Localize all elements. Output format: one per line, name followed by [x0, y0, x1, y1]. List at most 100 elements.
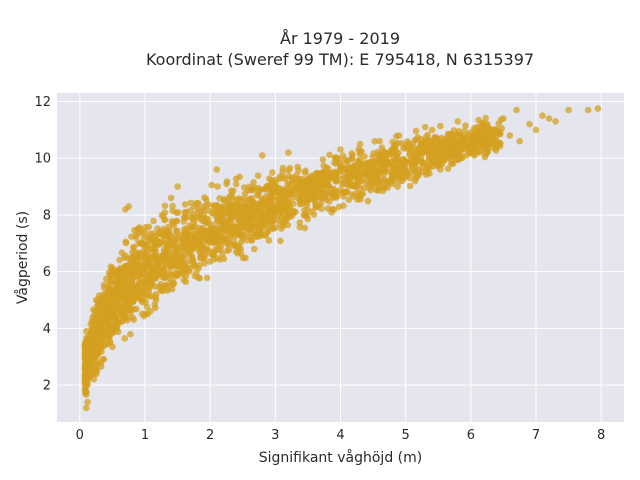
data-point	[425, 158, 432, 166]
y-tick-label: 6	[43, 265, 51, 280]
data-point	[349, 172, 356, 180]
data-point	[428, 126, 436, 134]
data-point	[345, 196, 353, 203]
data-point	[254, 191, 261, 199]
data-point	[207, 224, 215, 232]
data-point	[407, 174, 414, 182]
data-point	[158, 273, 165, 280]
data-point	[83, 404, 90, 412]
data-point	[289, 194, 297, 201]
data-point	[116, 268, 124, 275]
data-point	[92, 334, 100, 341]
data-point	[367, 186, 375, 194]
data-point	[129, 292, 137, 299]
data-point	[161, 253, 169, 260]
data-point	[421, 123, 429, 131]
data-point	[242, 254, 249, 262]
data-point	[384, 184, 392, 191]
data-point	[264, 205, 272, 212]
data-point	[482, 114, 490, 122]
data-point	[182, 278, 190, 286]
data-point	[200, 211, 208, 219]
data-point	[474, 123, 481, 131]
data-point	[208, 181, 215, 189]
data-point	[364, 197, 372, 205]
data-point	[206, 258, 214, 265]
data-point	[132, 234, 140, 242]
y-tick-label: 2	[43, 379, 51, 394]
data-point	[465, 145, 473, 152]
x-tick-label: 8	[597, 428, 605, 443]
data-point	[275, 196, 283, 204]
data-point	[193, 269, 200, 276]
data-point	[250, 179, 257, 186]
data-point	[594, 105, 602, 112]
data-point	[150, 217, 157, 225]
data-point	[500, 115, 507, 122]
data-point	[337, 146, 344, 153]
x-tick-label: 5	[402, 428, 410, 443]
data-point	[95, 349, 102, 357]
data-point	[332, 176, 340, 184]
data-point	[299, 184, 307, 191]
data-point	[259, 195, 267, 203]
data-point	[516, 137, 523, 145]
data-point	[269, 169, 276, 176]
data-point	[162, 230, 170, 238]
data-point	[125, 297, 132, 305]
data-point	[134, 254, 141, 261]
data-point	[286, 164, 294, 172]
data-point	[371, 138, 379, 145]
data-point	[250, 184, 258, 191]
data-point	[414, 134, 422, 141]
data-point	[494, 141, 501, 149]
data-point	[251, 245, 258, 253]
data-point	[220, 255, 228, 263]
data-point	[488, 126, 496, 133]
data-point	[224, 241, 232, 248]
data-point	[290, 200, 297, 207]
data-point	[127, 254, 135, 262]
data-point	[285, 149, 292, 156]
data-point	[513, 106, 520, 114]
data-point	[121, 276, 129, 284]
data-point	[121, 252, 129, 259]
data-point	[414, 151, 422, 158]
data-point	[187, 248, 194, 255]
data-point	[84, 344, 91, 351]
data-point	[423, 148, 430, 155]
data-point	[159, 239, 167, 246]
data-point	[122, 239, 130, 247]
data-point	[353, 167, 361, 174]
data-point	[166, 279, 174, 287]
data-point	[174, 227, 181, 235]
data-point	[294, 163, 301, 171]
data-point	[148, 265, 155, 272]
data-point	[370, 150, 377, 157]
data-point	[301, 224, 309, 232]
data-point	[450, 127, 458, 134]
data-point	[245, 229, 253, 237]
data-point	[195, 200, 202, 207]
data-point	[97, 344, 105, 352]
data-point	[392, 151, 400, 158]
data-point	[144, 259, 152, 266]
data-point	[495, 130, 502, 137]
data-point	[565, 106, 572, 114]
data-point	[182, 214, 190, 221]
data-point	[375, 186, 383, 194]
data-point	[280, 190, 288, 198]
data-point	[323, 164, 330, 171]
data-point	[155, 265, 162, 272]
data-point	[279, 168, 287, 176]
data-point	[371, 167, 379, 175]
data-point	[93, 367, 101, 375]
data-point	[440, 156, 448, 163]
data-point	[448, 160, 455, 168]
data-point	[330, 206, 338, 213]
data-point	[389, 180, 396, 188]
data-point	[376, 137, 383, 145]
data-point	[444, 148, 452, 155]
x-axis-ticks: 0 1 2 3 4 5 6 7 8	[76, 428, 606, 443]
